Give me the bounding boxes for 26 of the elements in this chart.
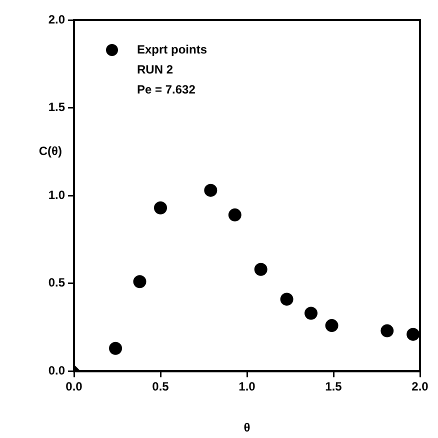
point <box>228 208 242 222</box>
y-tick-label: 2.0 <box>48 12 66 26</box>
point <box>109 342 122 355</box>
point <box>133 275 146 288</box>
x-tick-label: 0.5 <box>152 380 170 394</box>
y-axis-title: C(θ) <box>38 144 62 158</box>
point <box>380 324 394 338</box>
annotation: RUN 2 <box>137 62 174 76</box>
legend-label: Exprt points <box>137 42 208 56</box>
x-axis-title: θ <box>244 420 250 434</box>
annotation: Pe = 7.632 <box>137 82 196 96</box>
point <box>204 184 218 197</box>
x-tick-label: 0.0 <box>66 380 83 394</box>
point <box>154 201 167 214</box>
point <box>304 306 318 320</box>
y-tick-label: 0.5 <box>48 276 66 290</box>
y-tick-label: 1.0 <box>48 188 66 202</box>
x-tick-label: 1.0 <box>238 380 256 394</box>
point <box>254 262 268 276</box>
x-tick-label: 2.0 <box>412 380 429 394</box>
point <box>406 328 420 341</box>
x-tick-label: 1.5 <box>325 380 342 394</box>
y-tick-label: 1.5 <box>48 100 66 114</box>
point <box>325 319 338 332</box>
y-tick-label: 0.0 <box>48 364 66 378</box>
point <box>280 292 294 306</box>
